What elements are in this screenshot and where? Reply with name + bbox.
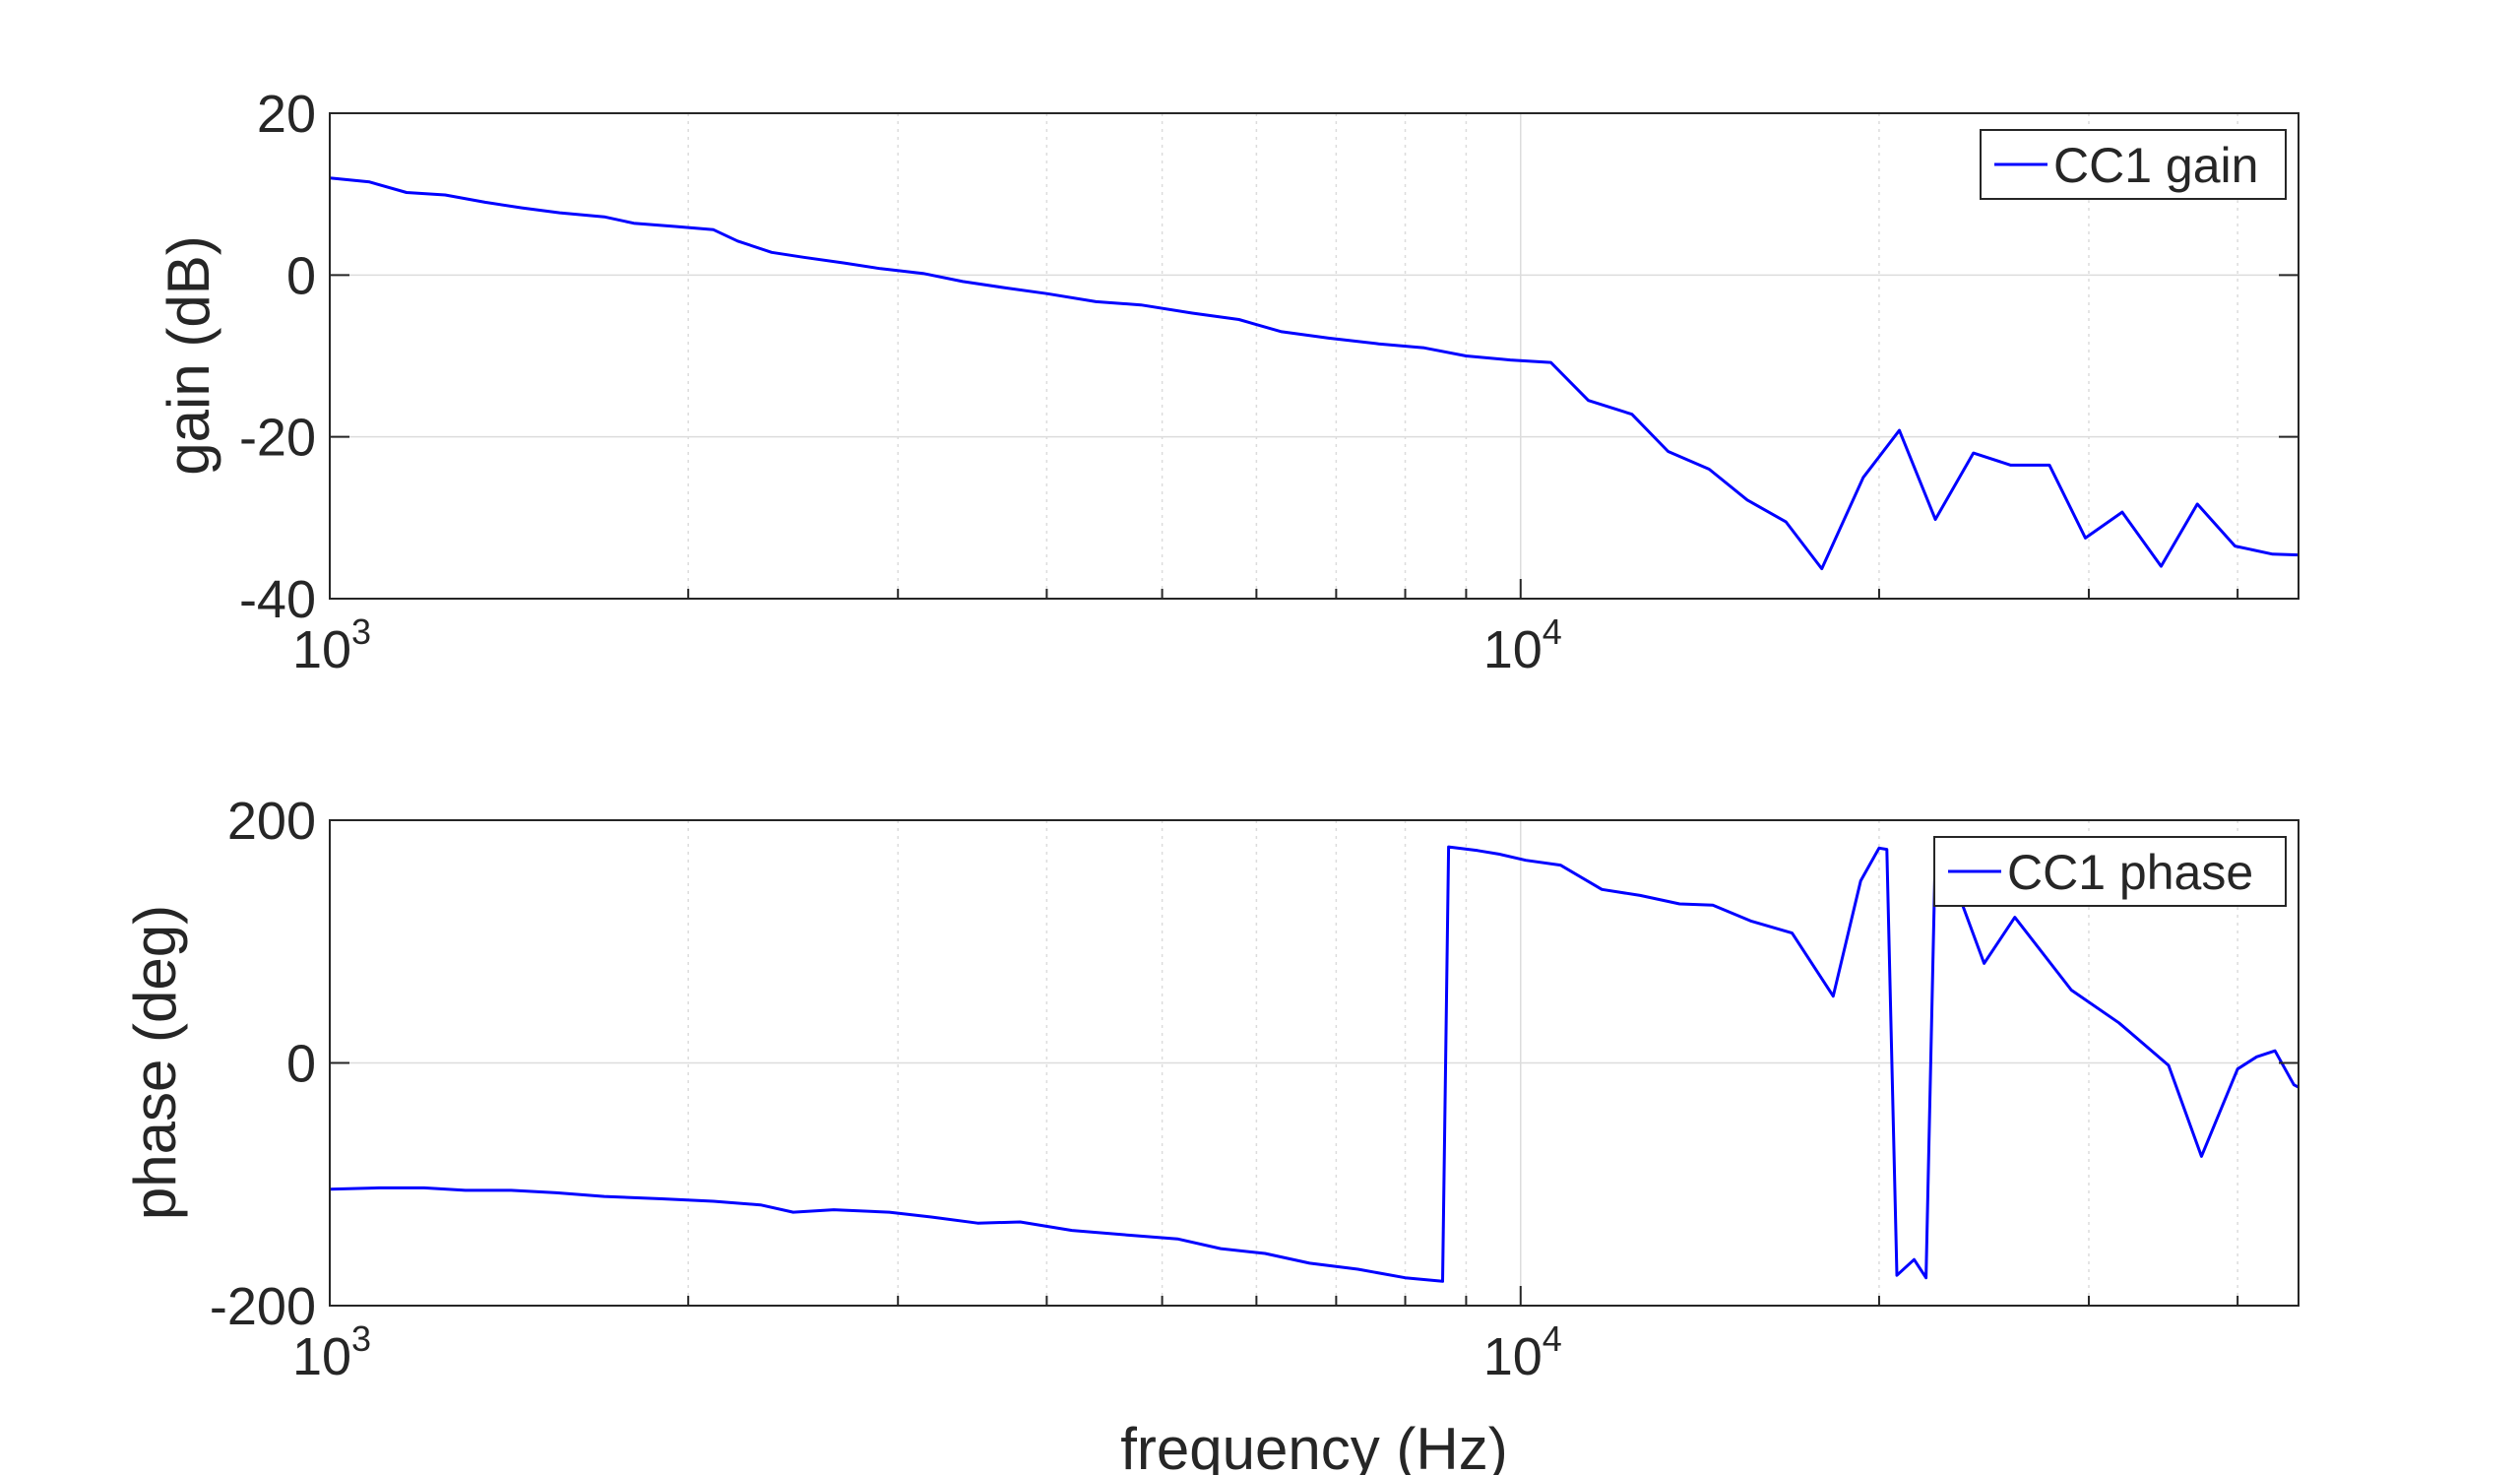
phase-legend: CC1 phase <box>1933 836 2287 907</box>
gain-plot-area <box>330 113 2299 599</box>
phase-xtick-label: 103 <box>292 1318 371 1386</box>
gain-ytick-label: 0 <box>286 246 316 305</box>
gain-ytick-label: 20 <box>257 85 316 144</box>
gain-series-line <box>329 176 2300 571</box>
phase-xlabel: frequency (Hz) <box>1120 1416 1507 1475</box>
phase-legend-label: CC1 phase <box>2007 845 2253 900</box>
gain-ylabel: gain (dB) <box>156 235 221 475</box>
gain-xtick-label: 103 <box>292 611 371 679</box>
gain-ytick-label: -40 <box>239 570 316 629</box>
gain-axes-box <box>329 112 2300 600</box>
phase-series-group <box>329 845 2300 1283</box>
gain-legend: CC1 gain <box>1980 129 2287 200</box>
gain-ticks <box>330 112 2299 600</box>
phase-series-line <box>329 845 2300 1283</box>
phase-ytick-label: -200 <box>210 1277 316 1336</box>
phase-xtick-label: 104 <box>1483 1318 1562 1386</box>
gain-xtick-labels: 103 104 <box>292 611 1562 679</box>
gain-ytick-labels: -40 -20 0 20 <box>239 85 316 629</box>
phase-ytick-label: 0 <box>286 1035 316 1094</box>
phase-ytick-label: 200 <box>227 792 316 851</box>
gain-legend-label: CC1 gain <box>2053 138 2258 193</box>
phase-ylabel: phase (deg) <box>122 905 188 1220</box>
phase-grid <box>330 820 2299 1306</box>
gain-series-group <box>329 176 2300 571</box>
phase-ytick-labels: -200 0 200 <box>210 792 316 1336</box>
phase-ticks <box>330 819 2299 1307</box>
gain-subplot: -40 -20 0 20 103 104 gain (dB) CC1 gain <box>156 85 2300 679</box>
gain-ytick-label: -20 <box>239 409 316 468</box>
phase-subplot: -200 0 200 103 104 phase (deg) frequency (H… <box>122 792 2300 1475</box>
phase-xtick-labels: 103 104 <box>292 1318 1562 1386</box>
gain-xtick-label: 104 <box>1483 611 1562 679</box>
